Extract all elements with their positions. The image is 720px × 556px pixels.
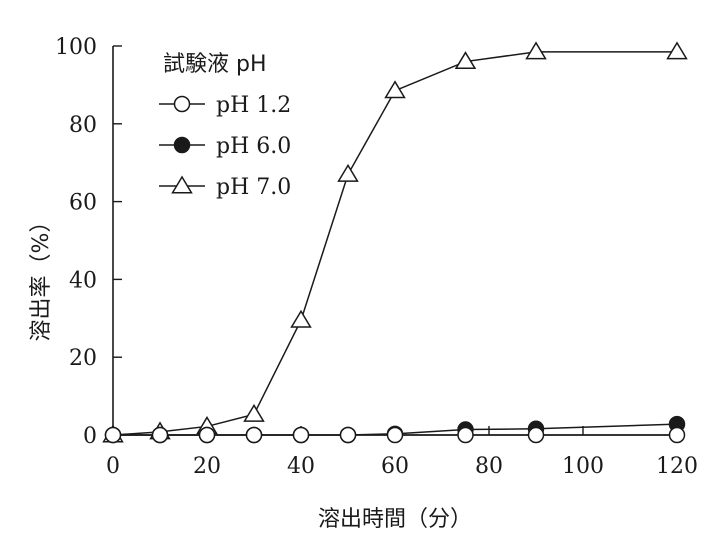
data-point [243,403,265,422]
data-point [457,426,474,444]
legend-label: pH 7.0 [216,175,291,200]
data-point [527,426,545,444]
series-2 [102,41,688,443]
x-tick-label: 120 [656,454,698,479]
x-tick-label: 80 [475,454,503,479]
x-tick-label: 40 [287,454,315,479]
series-line [112,51,677,436]
data-point [454,51,477,70]
legend-entry: pH 1.2 [159,93,291,118]
legend-marker [173,136,191,154]
data-point [386,426,404,444]
data-point [290,309,312,328]
y-tick-label: 20 [69,346,97,371]
x-tick-label: 20 [193,454,221,479]
data-point [151,426,169,444]
x-tick-label: 100 [562,454,604,479]
legend-label: pH 6.0 [216,134,291,159]
y-tick-label: 60 [69,191,97,216]
data-point [384,80,406,99]
data-point [668,426,686,444]
legend-entry: pH 6.0 [159,134,291,159]
legend-label: pH 1.2 [216,93,291,118]
data-point [339,426,357,444]
data-point [245,426,263,444]
x-tick-label: 60 [381,454,409,479]
x-tick-label: 0 [106,454,120,479]
legend: 試験液 pH pH 1.2 pH 6.0 pH 7.0 [159,52,291,200]
legend-title: 試験液 pH [163,52,267,77]
legend-marker [171,175,193,194]
y-tick-label: 0 [83,424,97,449]
legend-marker [173,95,191,113]
data-point [292,426,310,444]
data-point [198,426,216,444]
y-tick-label: 40 [69,268,97,293]
x-axis-title: 溶出時間（分） [318,507,472,532]
data-point [666,41,688,60]
data-point [104,426,122,444]
data-point [525,41,547,60]
legend-entry: pH 7.0 [159,175,291,200]
y-tick-label: 80 [69,113,97,138]
y-tick-label: 100 [55,35,97,60]
y-axis-title: 溶出率（%） [29,211,54,342]
axes: 0 20 40 60 80 100 0 20 40 60 80 100 120 [55,35,698,479]
data-point [337,163,359,182]
series-layer [102,41,688,444]
series-0 [104,426,686,444]
